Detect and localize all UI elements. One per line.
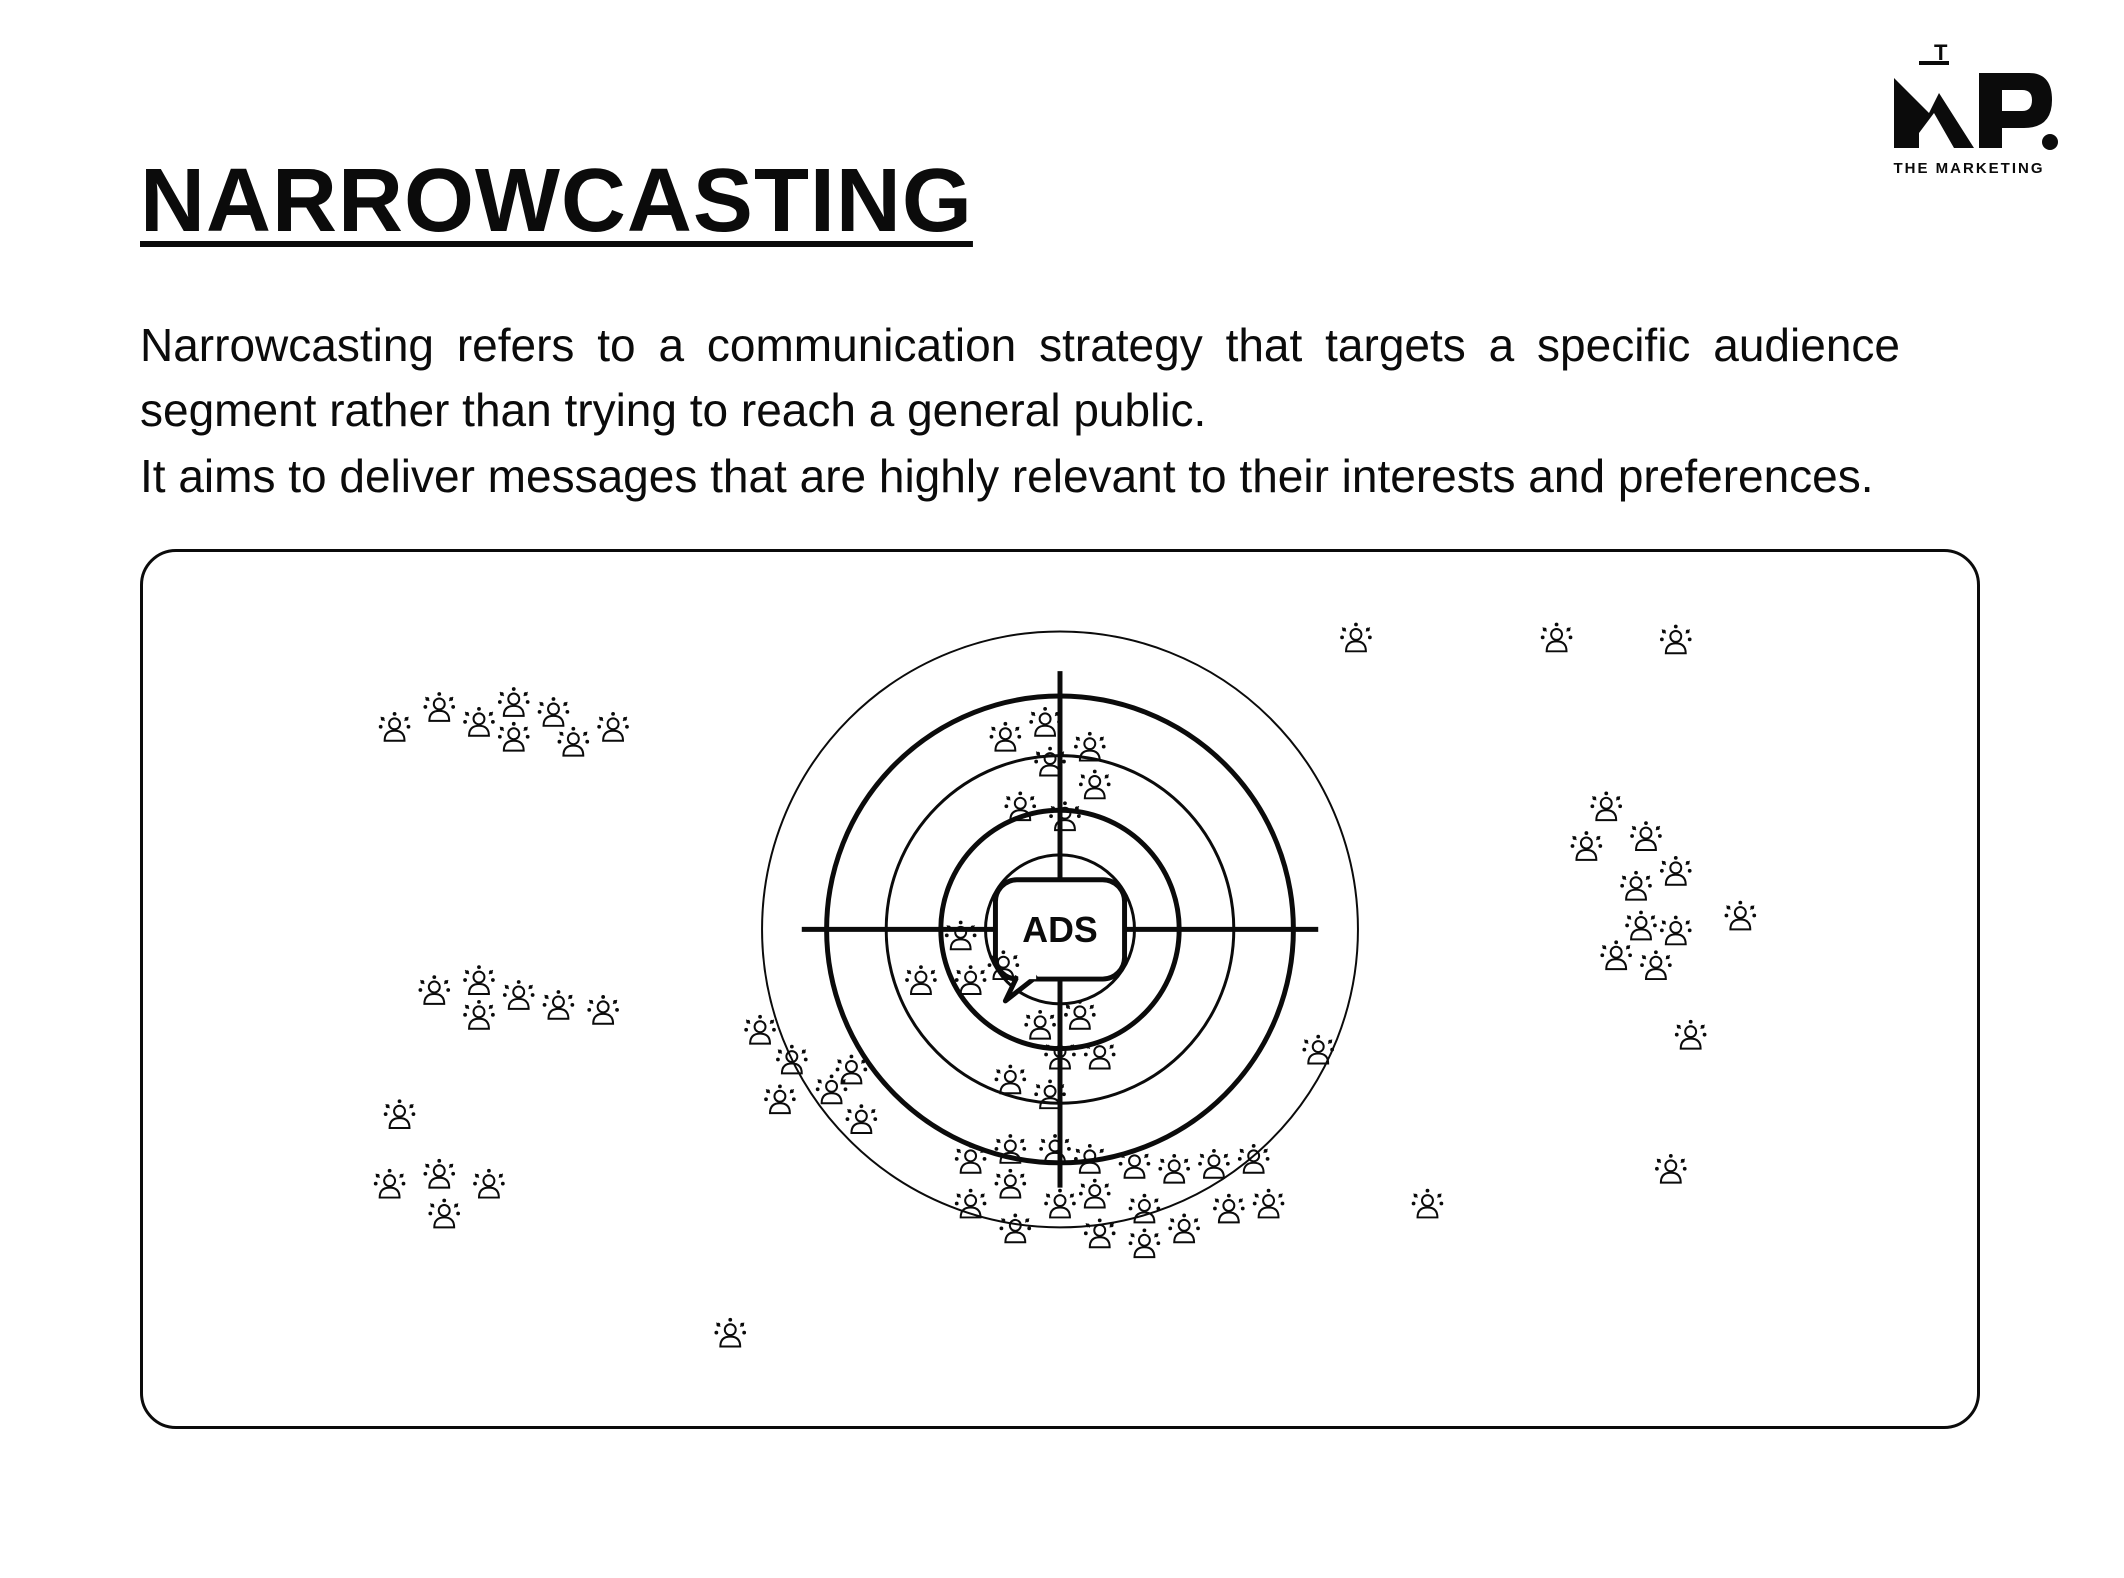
person-icon — [1661, 857, 1691, 885]
person-icon — [1341, 624, 1371, 652]
person-icon — [956, 966, 986, 994]
person-icon — [1169, 1214, 1199, 1242]
person-icon — [1542, 624, 1572, 652]
description-paragraph-1: Narrowcasting refers to a communication … — [140, 313, 1900, 444]
page-root: T THE MARKETING NARROWCASTING Narrowcast… — [0, 0, 2124, 1578]
person-icon — [1001, 1214, 1031, 1242]
person-icon — [1621, 872, 1651, 900]
person-icon — [996, 1170, 1026, 1198]
person-icon — [1080, 1180, 1110, 1208]
person-icon — [1641, 951, 1671, 979]
person-icon — [1239, 1145, 1269, 1173]
person-icon — [419, 976, 449, 1004]
person-icon — [1130, 1229, 1160, 1257]
audience-people-icons — [375, 624, 1755, 1347]
person-icon — [1080, 771, 1110, 799]
person-icon — [539, 698, 569, 726]
person-icon — [1030, 708, 1060, 736]
person-icon — [375, 1170, 405, 1198]
person-icon — [837, 1056, 867, 1084]
person-icon — [1130, 1195, 1160, 1223]
person-icon — [1413, 1190, 1443, 1218]
person-icon — [1025, 1011, 1055, 1039]
person-icon — [1040, 1135, 1070, 1163]
person-icon — [1661, 917, 1691, 945]
person-icon — [1050, 802, 1080, 830]
person-icon — [1676, 1021, 1706, 1049]
person-icon — [499, 688, 529, 716]
page-title: NARROWCASTING — [140, 150, 1984, 253]
person-icon — [1303, 1036, 1333, 1064]
person-icon — [1661, 626, 1691, 654]
person-icon — [385, 1100, 415, 1128]
description-paragraph-2: It aims to deliver messages that are hig… — [140, 444, 1900, 509]
brand-logo: T THE MARKETING — [1874, 38, 2064, 183]
logo-mark-icon: T THE MARKETING — [1874, 38, 2064, 178]
person-icon — [1631, 822, 1661, 850]
person-icon — [1065, 1001, 1095, 1029]
person-icon — [559, 728, 589, 756]
person-icon — [1726, 902, 1756, 930]
diagram-container: ADS — [140, 549, 1980, 1429]
person-icon — [991, 723, 1021, 751]
person-icon — [715, 1319, 745, 1347]
person-icon — [1626, 912, 1656, 940]
person-icon — [424, 1160, 454, 1188]
person-icon — [1199, 1150, 1229, 1178]
person-icon — [380, 713, 410, 741]
person-icon — [464, 966, 494, 994]
person-icon — [1601, 941, 1631, 969]
person-icon — [499, 723, 529, 751]
person-icon — [1591, 792, 1621, 820]
person-icon — [474, 1170, 504, 1198]
person-icon — [1254, 1190, 1284, 1218]
person-icon — [906, 966, 936, 994]
ads-label: ADS — [1022, 910, 1097, 950]
person-icon — [424, 693, 454, 721]
narrowcasting-diagram: ADS — [143, 552, 1977, 1426]
person-icon — [598, 713, 628, 741]
person-icon — [765, 1085, 795, 1113]
logo-tagline: THE MARKETING — [1894, 160, 2045, 177]
person-icon — [1075, 733, 1105, 761]
person-icon — [847, 1105, 877, 1133]
person-icon — [1656, 1155, 1686, 1183]
person-icon — [745, 1016, 775, 1044]
person-icon — [464, 708, 494, 736]
person-icon — [504, 981, 534, 1009]
person-icon — [996, 1066, 1026, 1094]
person-icon — [1159, 1155, 1189, 1183]
person-icon — [588, 996, 618, 1024]
person-icon — [429, 1200, 459, 1228]
person-icon — [1572, 832, 1602, 860]
person-icon — [544, 991, 574, 1019]
person-icon — [1045, 1190, 1075, 1218]
person-icon — [1214, 1195, 1244, 1223]
person-icon — [464, 1001, 494, 1029]
person-icon — [946, 922, 976, 950]
